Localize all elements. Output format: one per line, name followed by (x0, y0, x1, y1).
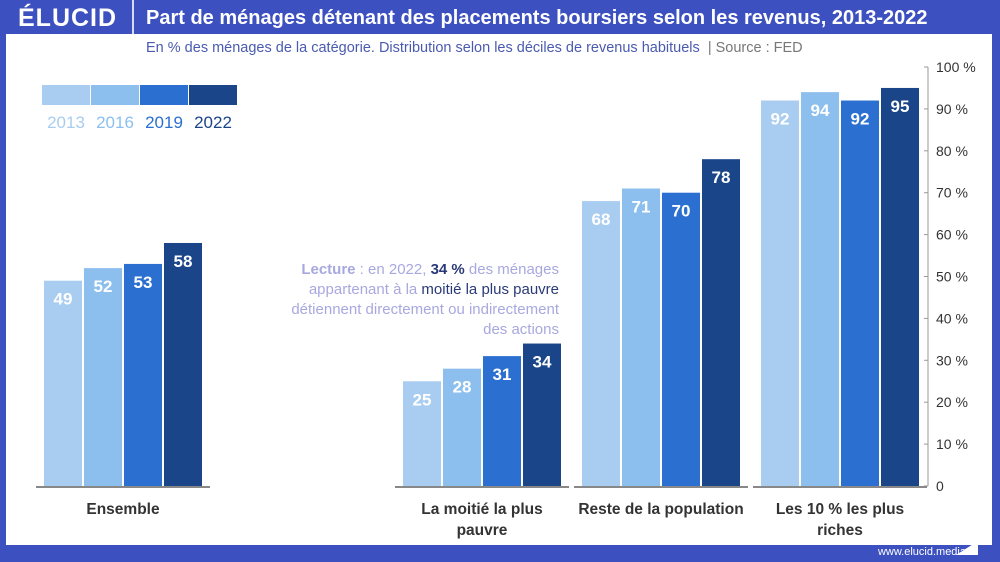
category-label: Reste de la population (578, 501, 743, 518)
y-tick-label: 90 % (936, 101, 968, 117)
legend-swatch (189, 85, 237, 105)
bar (881, 87, 919, 486)
bar-value-label: 28 (453, 378, 472, 397)
bar (801, 92, 839, 486)
elucid-flag-icon (956, 541, 978, 555)
y-tick-label: 30 % (936, 352, 968, 368)
bar-value-label: 53 (134, 273, 153, 292)
bar (841, 100, 879, 487)
chart-title: Part de ménages détenant des placements … (146, 7, 928, 29)
category-label: La moitié la plus (421, 501, 542, 518)
footer-url[interactable]: www.elucid.media (877, 546, 966, 558)
bar (702, 159, 740, 486)
chart-subtitle: En % des ménages de la catégorie. Distri… (146, 40, 803, 56)
bar (523, 343, 561, 486)
note-text: : en 2022, (355, 261, 431, 278)
legend-label: 2013 (47, 113, 85, 132)
reading-note: Lecture : en 2022, 34 % des ménages appa… (280, 260, 559, 340)
note-text: détiennent directement ou indirectement … (291, 301, 559, 338)
legend-swatch (42, 85, 90, 105)
note-lead: Lecture (301, 261, 356, 278)
bar (622, 188, 660, 486)
bar-value-label: 70 (672, 202, 691, 221)
category-label: Ensemble (86, 501, 160, 518)
y-tick-label: 100 % (936, 59, 976, 75)
bar-value-label: 78 (712, 168, 731, 187)
legend-swatch (91, 85, 139, 105)
bar (403, 381, 441, 486)
bar (44, 280, 82, 486)
bar (84, 268, 122, 486)
bar-value-label: 71 (632, 198, 651, 217)
bar-value-label: 34 (533, 353, 552, 372)
legend-label: 2019 (145, 113, 183, 132)
y-tick-label: 60 % (936, 227, 968, 243)
y-tick-label: 80 % (936, 143, 968, 159)
bar (582, 201, 620, 486)
bar (662, 192, 700, 486)
y-tick-label: 10 % (936, 436, 968, 452)
bar-value-label: 31 (493, 365, 512, 384)
bar-value-label: 49 (54, 290, 73, 309)
bar-value-label: 25 (413, 390, 432, 409)
legend-swatch (140, 85, 188, 105)
bar-value-label: 58 (174, 252, 193, 271)
bar (761, 100, 799, 487)
bar-value-label: 68 (592, 210, 611, 229)
bar (483, 356, 521, 486)
category-label: riches (817, 522, 863, 539)
note-value: 34 % (430, 261, 465, 278)
bar (124, 263, 162, 486)
y-tick-label: 40 % (936, 310, 968, 326)
bar (164, 242, 202, 486)
bar-value-label: 95 (891, 97, 910, 116)
legend-label: 2022 (194, 113, 232, 132)
bar-value-label: 92 (771, 110, 790, 129)
y-tick-label: 0 (936, 478, 944, 494)
bar-value-label: 52 (94, 277, 113, 296)
legend-label: 2016 (96, 113, 134, 132)
category-label: pauvre (457, 522, 508, 539)
y-tick-label: 70 % (936, 185, 968, 201)
bar (443, 368, 481, 486)
note-text: des ménages appartenant à la (308, 261, 559, 298)
category-label: Les 10 % les plus (776, 501, 904, 518)
bar-value-label: 92 (851, 110, 870, 129)
source-text: | Source : FED (707, 40, 803, 56)
y-tick-label: 50 % (936, 269, 968, 285)
subtitle-text: En % des ménages de la catégorie. Distri… (146, 40, 700, 56)
note-group: moitié la plus pauvre (421, 281, 559, 298)
y-tick-label: 20 % (936, 394, 968, 410)
bar-value-label: 94 (811, 101, 830, 120)
elucid-logo: ÉLUCID (18, 4, 118, 32)
header-divider (132, 0, 134, 34)
